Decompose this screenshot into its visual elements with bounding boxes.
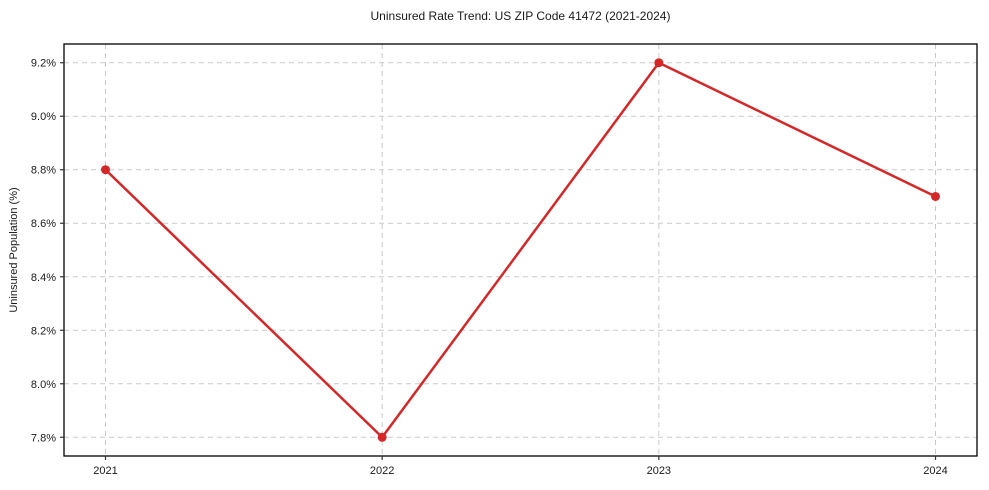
x-tick-label: 2021: [93, 465, 117, 477]
data-point-marker: [101, 165, 110, 175]
x-tick-label: 2023: [647, 465, 671, 477]
plot-frame: [63, 43, 978, 457]
x-tick-label: 2024: [923, 465, 947, 477]
gridlines: [64, 44, 977, 456]
y-tick-label: 8.4%: [31, 272, 56, 284]
y-tick-label: 8.6%: [31, 218, 56, 230]
y-tick-label: 8.2%: [31, 325, 56, 337]
data-line: [104, 61, 937, 439]
y-tick-label: 8.8%: [31, 165, 56, 177]
data-point-marker: [654, 58, 664, 68]
x-tick-label: 2022: [370, 465, 394, 477]
y-tick-label: 9.0%: [31, 111, 56, 123]
y-tick-label: 7.8%: [31, 432, 56, 444]
chart-title: Uninsured Rate Trend: US ZIP Code 41472 …: [370, 9, 671, 23]
y-tick-label: 8.0%: [31, 379, 56, 391]
tick-labels: 7.8% 8.0% 8.2% 8.4% 8.6% 8.8% 9.0% 9.2% 2021 2022…: [31, 58, 948, 477]
y-tick-label: 9.2%: [31, 58, 56, 70]
data-point-marker: [377, 432, 387, 442]
axes: [60, 43, 978, 460]
data-point-marker: [931, 191, 940, 201]
data-series: [101, 58, 940, 442]
